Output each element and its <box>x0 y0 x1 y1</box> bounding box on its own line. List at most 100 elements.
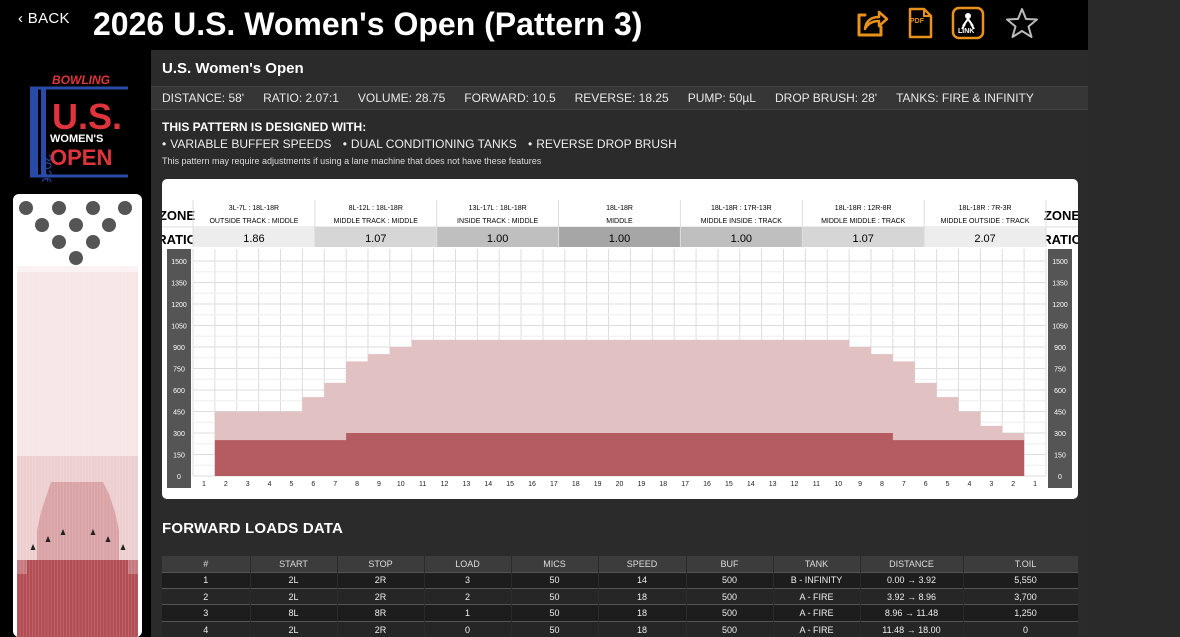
zone-ratio-value: 2.07 <box>974 233 995 245</box>
arrow-marker <box>60 529 66 535</box>
lane-thumbnail[interactable] <box>13 194 142 637</box>
pdf-icon-text: PDF <box>910 18 924 25</box>
y-axis-left <box>167 249 191 488</box>
x-tick-label: 2 <box>1011 481 1015 488</box>
spec-forward: FORWARD: 10.5 <box>464 91 556 105</box>
y-axis-right <box>1048 249 1072 488</box>
x-tick-label: 2 <box>224 481 228 488</box>
zone-range-label: 18L-18R <box>606 205 633 212</box>
table-row: 4 2L 2R 0 50 18 500 A - FIRE 11.48 → 18.00 0 <box>162 620 1078 637</box>
column-header: # <box>162 556 251 572</box>
x-tick-label: 20 <box>616 481 624 488</box>
table-cell: 50 <box>511 571 599 589</box>
feature-item: DUAL CONDITIONING TANKS <box>350 137 517 151</box>
zone-range-label: 18L-18R : 12R-8R <box>835 205 892 212</box>
star-icon[interactable] <box>1004 6 1040 40</box>
column-header: LOAD <box>424 556 512 572</box>
spec-pump: PUMP: 50µL <box>687 91 756 105</box>
x-tick-label: 17 <box>550 481 558 488</box>
table-cell: 3,700 <box>963 587 1078 605</box>
arrow-marker <box>120 544 126 550</box>
y-tick-label-right: 900 <box>1054 345 1066 352</box>
forward-loads-table: # START STOP LOAD MICS SPEED BUF TANK DISTANCE T.… <box>162 556 1078 637</box>
pin <box>69 218 83 232</box>
y-tick-label-right: 300 <box>1054 431 1066 438</box>
table-cell: 0 <box>424 620 512 637</box>
table-cell: 50 <box>511 604 599 622</box>
y-tick-label-left: 750 <box>173 367 185 374</box>
zone-ratio-cell <box>314 227 437 247</box>
x-tick-label: 8 <box>880 481 884 488</box>
logo-bowling-text: BOWLING <box>52 73 110 87</box>
x-tick-label: 6 <box>924 481 928 488</box>
zone-ratio-value: 1.00 <box>731 233 752 245</box>
column-header: STOP <box>337 556 425 572</box>
table-row: 3 8L 8R 1 50 18 500 A - FIRE 8.96 → 11.48 1,250 <box>162 604 1078 622</box>
pattern-note: This pattern may require adjustments if … <box>162 156 542 166</box>
arrow-marker <box>45 536 51 542</box>
y-tick-label-right: 600 <box>1054 388 1066 395</box>
x-tick-label: 16 <box>528 481 536 488</box>
table-cell: 11.48 → 18.00 <box>860 620 964 637</box>
column-header: START <box>250 556 338 572</box>
y-tick-label-left: 450 <box>173 410 185 417</box>
spec-reverse: REVERSE: 18.25 <box>574 91 669 105</box>
x-tick-label: 10 <box>834 481 842 488</box>
table-cell: 2R <box>337 587 425 605</box>
table-cell: 500 <box>686 620 774 637</box>
x-tick-label: 3 <box>246 481 250 488</box>
share-icon[interactable] <box>852 6 890 40</box>
zone-ratio-value: 1.00 <box>487 233 508 245</box>
x-tick-label: 3 <box>989 481 993 488</box>
link-icon-text: LINK <box>958 28 975 35</box>
table-row: 2 2L 2R 2 50 18 500 A - FIRE 3.92 → 8.96 3,700 <box>162 587 1078 605</box>
back-button[interactable]: ‹ BACK <box>18 10 70 27</box>
link-icon[interactable]: LINK <box>950 6 986 40</box>
table-cell: 50 <box>511 620 599 637</box>
pin <box>118 201 132 215</box>
y-tick-label-right: 450 <box>1054 410 1066 417</box>
zone-ratio-value: 1.07 <box>853 233 874 245</box>
zone-range-label: 3L-7L : 18L-18R <box>229 205 279 212</box>
x-tick-label: 19 <box>594 481 602 488</box>
table-cell: 3 <box>424 571 512 589</box>
y-tick-label-left: 150 <box>173 453 185 460</box>
x-tick-label: 18 <box>659 481 667 488</box>
zone-range-label: 18L-18R : 17R-13R <box>711 205 772 212</box>
back-label: BACK <box>27 10 70 27</box>
x-tick-label: 7 <box>333 481 337 488</box>
table-cell: 0 <box>963 620 1078 637</box>
zone-label-left: ZONE <box>162 208 195 223</box>
x-tick-label: 9 <box>377 481 381 488</box>
spec-tanks: TANKS: FIRE & INFINITY <box>896 91 1034 105</box>
x-tick-label: 14 <box>747 481 755 488</box>
y-tick-label-right: 750 <box>1054 367 1066 374</box>
x-tick-label: 18 <box>572 481 580 488</box>
y-tick-label-right: 1200 <box>1052 302 1068 309</box>
y-tick-label-left: 1350 <box>171 281 187 288</box>
y-tick-label-left: 1050 <box>171 324 187 331</box>
main-panel: U.S. Women's Open DISTANCE: 58' RATIO: 2… <box>151 50 1088 637</box>
table-cell: 2L <box>250 587 338 605</box>
zone-ratio-cell <box>802 227 925 247</box>
spec-bar: DISTANCE: 58' RATIO: 2.07:1 VOLUME: 28.7… <box>151 86 1088 110</box>
zone-range-label: 18L-18R : 7R-3R <box>959 205 1012 212</box>
y-tick-label-right: 1350 <box>1052 281 1068 288</box>
zone-ratio-cell <box>924 227 1046 247</box>
column-header: BUF <box>686 556 774 572</box>
page-title: 2026 U.S. Women's Open (Pattern 3) <box>93 6 643 42</box>
zone-ratio-value: 1.00 <box>609 233 630 245</box>
arrow-marker <box>30 544 36 550</box>
pdf-icon[interactable]: PDF <box>906 6 934 40</box>
zone-ratio-cell <box>193 227 315 247</box>
ratio-label-left: RATIO <box>162 232 197 247</box>
x-tick-label: 15 <box>506 481 514 488</box>
table-cell: 1 <box>162 571 251 589</box>
pin <box>19 201 33 215</box>
table-cell: 4 <box>162 620 251 637</box>
zone-track-label: MIDDLE INSIDE : TRACK <box>701 218 782 225</box>
arrow-marker <box>90 529 96 535</box>
chevron-left-icon: ‹ <box>18 10 24 27</box>
pin <box>86 235 100 249</box>
column-header: MICS <box>511 556 599 572</box>
